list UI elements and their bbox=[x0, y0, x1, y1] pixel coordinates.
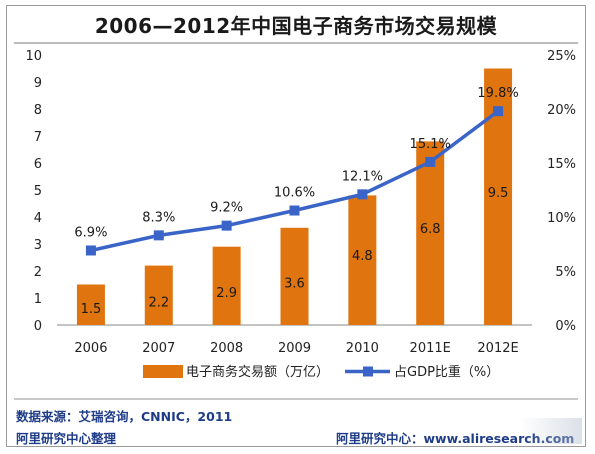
right-axis-tick-label: 15% bbox=[547, 157, 576, 172]
right-axis-tick-label: 10% bbox=[547, 211, 576, 226]
line-marker bbox=[425, 156, 436, 167]
bar-data-labels: 1.5 2.2 2.9 3.6 4.8 6.8 9.5 bbox=[81, 186, 509, 317]
bar bbox=[280, 227, 309, 325]
left-axis-tick-label: 8 bbox=[34, 103, 42, 118]
legend: 电子商务交易额（万亿） 占GDP比重（%） bbox=[143, 364, 499, 380]
x-axis-ticks: 2006 2007 2008 2009 2010 2011E 2012E bbox=[74, 341, 518, 356]
bar-data-label: 1.5 bbox=[81, 302, 102, 317]
left-axis-tick-label: 2 bbox=[34, 265, 42, 280]
x-axis-tick-label: 2011E bbox=[410, 341, 451, 356]
line-marker bbox=[85, 245, 96, 256]
bar-data-label: 3.6 bbox=[284, 276, 305, 291]
line-data-label: 19.8% bbox=[477, 86, 518, 101]
line-series bbox=[85, 106, 504, 256]
left-axis-tick-label: 7 bbox=[34, 130, 42, 145]
line-data-label: 15.1% bbox=[410, 137, 451, 152]
bar-data-label: 2.2 bbox=[148, 295, 169, 310]
title-divider bbox=[14, 42, 578, 44]
bar bbox=[76, 284, 105, 325]
legend-bar-swatch bbox=[143, 365, 183, 378]
source-divider bbox=[14, 398, 578, 400]
right-axis-tick-label: 20% bbox=[547, 103, 576, 118]
left-axis-tick-label: 0 bbox=[34, 319, 42, 334]
left-axis-tick-label: 10 bbox=[25, 49, 42, 64]
legend-line-label: 占GDP比重（%） bbox=[394, 364, 499, 380]
left-axis-tick-label: 6 bbox=[34, 157, 42, 172]
line-data-label: 8.3% bbox=[142, 210, 175, 225]
bar bbox=[348, 195, 377, 325]
line-marker bbox=[357, 189, 368, 200]
left-axis-ticks: 0 1 2 3 4 5 6 7 8 9 10 bbox=[25, 49, 42, 334]
line-marker bbox=[493, 106, 504, 117]
left-axis-tick-label: 4 bbox=[34, 211, 42, 226]
bar bbox=[144, 265, 173, 325]
line-data-label: 12.1% bbox=[342, 169, 383, 184]
right-axis-tick-label: 5% bbox=[555, 265, 576, 280]
x-axis-tick-label: 2007 bbox=[142, 341, 175, 356]
source-line-1: 数据来源：艾瑞咨询，CNNIC，2011 bbox=[16, 409, 233, 424]
left-axis-tick-label: 9 bbox=[34, 76, 42, 91]
watermark-logo bbox=[520, 418, 582, 444]
line-data-label: 6.9% bbox=[74, 225, 107, 240]
x-axis-tick-label: 2009 bbox=[278, 341, 311, 356]
line-marker bbox=[153, 230, 164, 241]
legend-line-marker bbox=[363, 366, 373, 377]
bar-data-label: 2.9 bbox=[216, 286, 237, 301]
x-axis-tick-label: 2012E bbox=[477, 341, 518, 356]
line-data-label: 10.6% bbox=[274, 186, 315, 201]
bar-series bbox=[76, 68, 513, 325]
source-line-2: 阿里研究中心整理 bbox=[16, 431, 117, 446]
x-axis-tick-label: 2008 bbox=[210, 341, 243, 356]
right-axis-tick-label: 0% bbox=[555, 319, 576, 334]
legend-bar-label: 电子商务交易额（万亿） bbox=[186, 364, 329, 380]
chart-title: 2006—2012年中国电子商务市场交易规模 bbox=[94, 14, 498, 38]
bar bbox=[212, 246, 241, 325]
left-axis-tick-label: 3 bbox=[34, 238, 42, 253]
x-axis-tick-label: 2006 bbox=[74, 341, 107, 356]
right-axis-ticks: 0% 5% 10% 15% 20% 25% bbox=[547, 49, 576, 334]
bar-data-label: 9.5 bbox=[488, 186, 509, 201]
line-data-labels: 6.9% 8.3% 9.2% 10.6% 12.1% 15.1% 19.8% bbox=[74, 86, 518, 240]
source-line-3: 阿里研究中心：www.aliresearch.com bbox=[336, 431, 575, 446]
left-axis-tick-label: 5 bbox=[34, 184, 42, 199]
x-axis-tick-label: 2010 bbox=[346, 341, 379, 356]
line-marker bbox=[221, 220, 232, 231]
right-axis-tick-label: 25% bbox=[547, 49, 576, 64]
bar-data-label: 6.8 bbox=[420, 222, 441, 237]
line-marker bbox=[289, 205, 300, 216]
left-axis-tick-label: 1 bbox=[34, 292, 42, 307]
line-data-label: 9.2% bbox=[210, 201, 243, 216]
bar bbox=[416, 141, 445, 325]
bar-data-label: 4.8 bbox=[352, 249, 373, 264]
